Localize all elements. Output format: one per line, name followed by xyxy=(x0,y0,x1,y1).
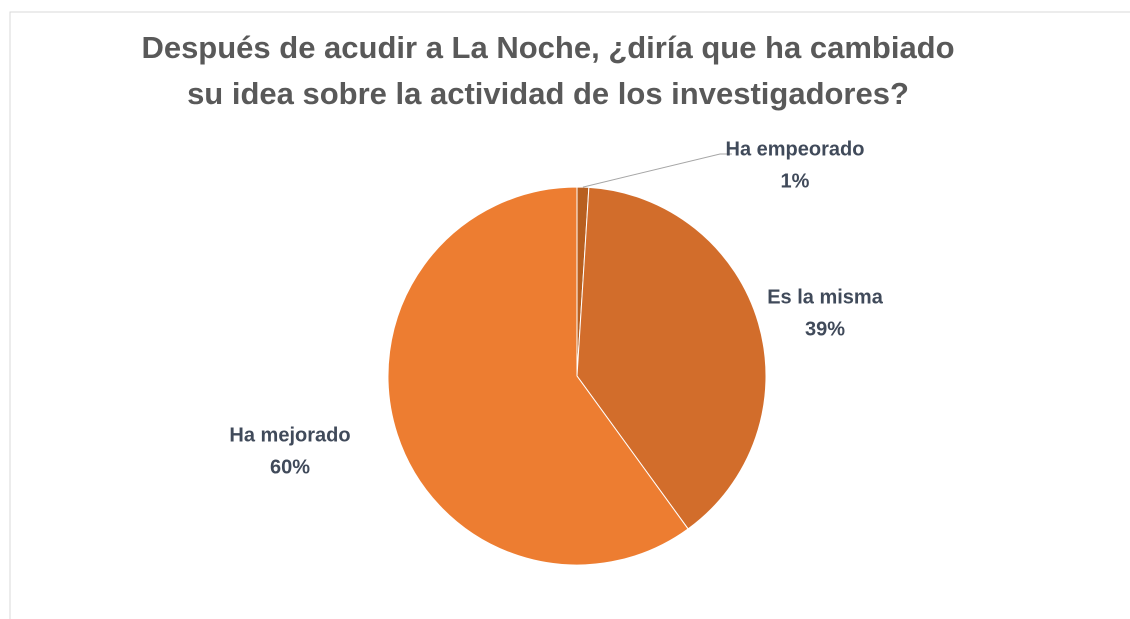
slice-value-label: 60% xyxy=(270,456,310,478)
chart-frame xyxy=(9,11,1130,619)
chart-title: su idea sobre la actividad de los invest… xyxy=(187,76,909,111)
slice-value-label: 1% xyxy=(781,170,810,192)
pie-slice xyxy=(387,186,689,566)
pie-slice xyxy=(576,186,767,530)
slice-label: Ha mejorado xyxy=(229,424,350,446)
slice-label: Es la misma xyxy=(767,286,884,308)
slice-label: Ha empeorado xyxy=(726,138,865,160)
chart-title: Después de acudir a La Noche, ¿diría que… xyxy=(141,30,954,65)
slice-value-label: 39% xyxy=(805,318,845,340)
leader-line xyxy=(582,153,732,188)
